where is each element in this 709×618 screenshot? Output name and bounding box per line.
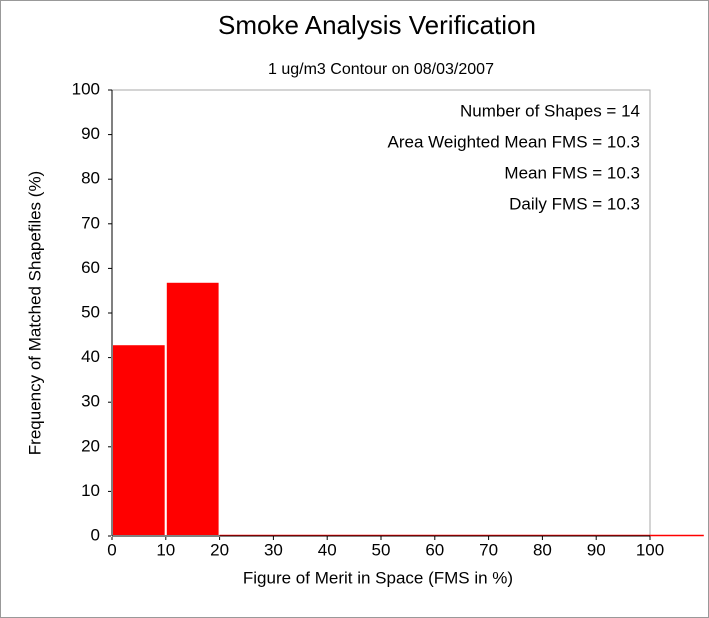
annotation: Daily FMS = 10.3 xyxy=(509,194,640,213)
y-tick-label: 30 xyxy=(81,392,100,411)
annotation: Number of Shapes = 14 xyxy=(460,101,640,120)
y-tick-label: 80 xyxy=(81,169,100,188)
x-tick-label: 10 xyxy=(156,540,175,559)
y-tick-label: 0 xyxy=(91,525,100,544)
x-axis-label: Figure of Merit in Space (FMS in %) xyxy=(243,568,513,587)
x-tick-label: 60 xyxy=(425,540,444,559)
annotation: Area Weighted Mean FMS = 10.3 xyxy=(388,132,640,151)
y-axis-label: Frequency of Matched Shapefiles (%) xyxy=(25,171,44,455)
y-tick-label: 60 xyxy=(81,258,100,277)
x-tick-label: 20 xyxy=(210,540,229,559)
x-tick-label: 0 xyxy=(107,540,116,559)
x-tick-label: 70 xyxy=(479,540,498,559)
bar xyxy=(111,343,167,537)
x-tick-label: 40 xyxy=(318,540,337,559)
annotation: Mean FMS = 10.3 xyxy=(504,163,640,182)
y-tick-label: 70 xyxy=(81,213,100,232)
x-tick-label: 100 xyxy=(636,540,664,559)
x-tick-label: 30 xyxy=(264,540,283,559)
bar xyxy=(164,280,221,537)
y-tick-label: 20 xyxy=(81,436,100,455)
chart-title: Smoke Analysis Verification xyxy=(218,10,536,40)
chart-subtitle: 1 ug/m3 Contour on 08/03/2007 xyxy=(268,61,494,78)
y-tick-label: 40 xyxy=(81,347,100,366)
x-tick-label: 80 xyxy=(533,540,552,559)
x-tick-label: 50 xyxy=(372,540,391,559)
x-tick-label: 90 xyxy=(587,540,606,559)
y-tick-label: 10 xyxy=(81,481,100,500)
y-tick-label: 100 xyxy=(72,79,100,98)
y-tick-label: 90 xyxy=(81,124,100,143)
y-tick-label: 50 xyxy=(81,302,100,321)
